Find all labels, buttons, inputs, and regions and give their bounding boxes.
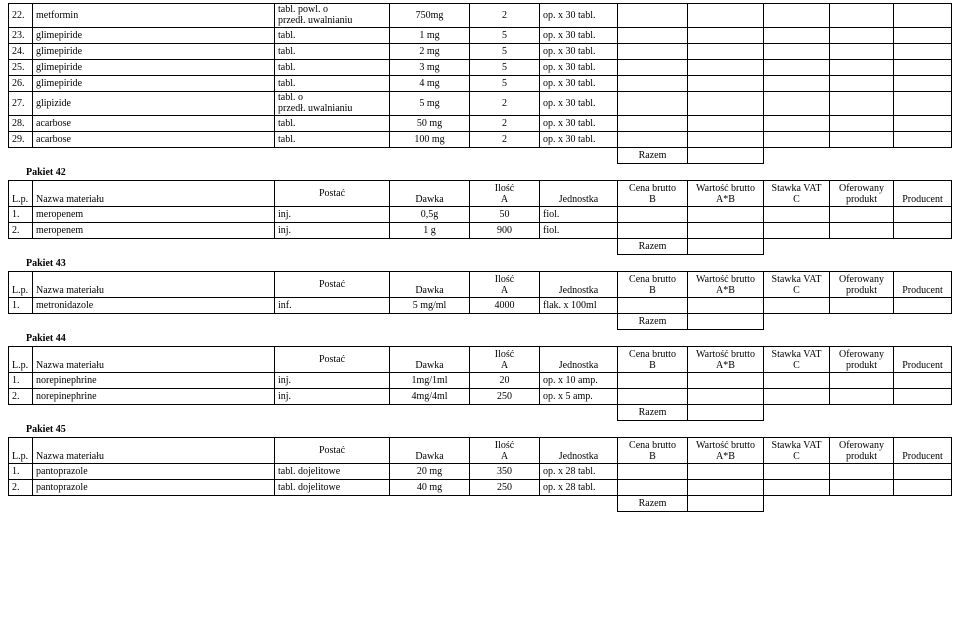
table-row: 1.meropeneminj.0,5g50fiol. (9, 207, 952, 223)
section-table: L.p. Nazwa materiału Postać Dawka IlośćA… (8, 271, 952, 330)
table-row: 2.norepinephrineinj.4mg/4ml250op. x 5 am… (9, 389, 952, 405)
razem-label: Razem (618, 496, 688, 512)
table-row: 2.pantoprazoletabl. dojelitowe40 mg250op… (9, 480, 952, 496)
table-row: 27.glipizidetabl. oprzedł. uwalnianiu5 m… (9, 92, 952, 116)
razem-label: Razem (618, 314, 688, 330)
section-table: L.p. Nazwa materiału Postać Dawka IlośćA… (8, 437, 952, 512)
continuation-table: 22.metformintabl. powl. oprzedł. uwalnia… (8, 3, 952, 164)
table-row: 1.norepinephrineinj.1mg/1ml20op. x 10 am… (9, 373, 952, 389)
table-row: 26.glimepiridetabl.4 mg5op. x 30 tabl. (9, 76, 952, 92)
table-row: 1.metronidazoleinf.5 mg/ml4000flak. x 10… (9, 298, 952, 314)
razem-label: Razem (618, 148, 688, 164)
table-row: 25.glimepiridetabl.3 mg5op. x 30 tabl. (9, 60, 952, 76)
section-table: L.p. Nazwa materiału Postać Dawka IlośćA… (8, 346, 952, 421)
header-row: L.p. Nazwa materiału Postać Dawka IlośćA… (9, 272, 952, 298)
razem-row: Razem (9, 148, 952, 164)
section-title: Pakiet 45 (8, 421, 951, 437)
razem-row: Razem (9, 496, 952, 512)
section-title: Pakiet 42 (8, 164, 951, 180)
table-row: 28.acarbosetabl.50 mg2op. x 30 tabl. (9, 116, 952, 132)
razem-label: Razem (618, 239, 688, 255)
table-row: 23.glimepiridetabl.1 mg5op. x 30 tabl. (9, 28, 952, 44)
table-row: 24.glimepiridetabl.2 mg5op. x 30 tabl. (9, 44, 952, 60)
razem-row: Razem (9, 314, 952, 330)
header-row: L.p. Nazwa materiału Postać Dawka IlośćA… (9, 181, 952, 207)
table-row: 2.meropeneminj.1 g900fiol. (9, 223, 952, 239)
section-title: Pakiet 43 (8, 255, 951, 271)
table-row: 1.pantoprazoletabl. dojelitowe20 mg350op… (9, 464, 952, 480)
header-row: L.p. Nazwa materiału Postać Dawka IlośćA… (9, 438, 952, 464)
table-row: 22.metformintabl. powl. oprzedł. uwalnia… (9, 4, 952, 28)
razem-label: Razem (618, 405, 688, 421)
razem-row: Razem (9, 239, 952, 255)
razem-row: Razem (9, 405, 952, 421)
header-row: L.p. Nazwa materiału Postać Dawka IlośćA… (9, 347, 952, 373)
table-row: 29.acarbosetabl.100 mg2op. x 30 tabl. (9, 132, 952, 148)
section-title: Pakiet 44 (8, 330, 951, 346)
section-table: L.p. Nazwa materiału Postać Dawka IlośćA… (8, 180, 952, 255)
